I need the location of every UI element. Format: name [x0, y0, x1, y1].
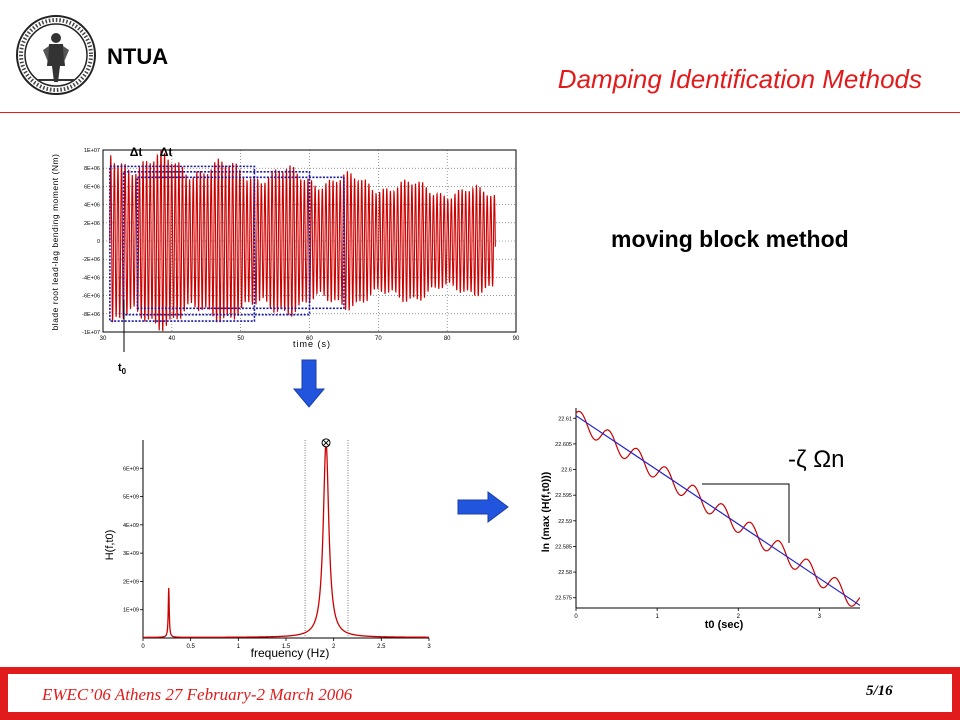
x-axis-label: t0 (sec)	[705, 619, 744, 631]
y-tick-label: 6E+06	[84, 184, 100, 190]
footer-event: EWEC’06 Athens 27 February-2 March 2006	[42, 685, 353, 704]
y-tick-label: 22.6	[561, 468, 572, 474]
y-tick-label: -1E+07	[82, 330, 100, 336]
y-tick-label: 1E+07	[84, 148, 100, 154]
y-tick-label: 22.595	[555, 493, 572, 499]
x-tick-label: 2.5	[377, 644, 386, 650]
x-tick-label: 2	[737, 614, 741, 620]
footer-panel: EWEC’06 Athens 27 February-2 March 2006 …	[8, 674, 952, 712]
org-name: NTUA	[107, 44, 169, 69]
y-tick-label: 5E+09	[123, 495, 139, 501]
page-number: 5/16	[866, 683, 893, 699]
moving-block-window	[122, 171, 311, 316]
y-tick-label: 2E+06	[84, 221, 100, 227]
y-tick-label: 3E+09	[123, 551, 139, 557]
x-tick-label: 3	[427, 644, 431, 650]
log-decrement-chart: 0 1 2 3 22.575 22.58 22.585 22.59 22.595 22.6 22.6…	[540, 408, 860, 631]
y-tick-label: 1E+09	[123, 608, 139, 614]
y-axis-label: blade root lead-lag bending moment (Nm)	[50, 154, 60, 331]
y-tick-label: 22.585	[555, 544, 572, 550]
x-tick-label: 90	[513, 336, 520, 342]
y-tick-label: -2E+06	[82, 257, 100, 263]
spectrum-line	[143, 442, 429, 638]
delta-t-label-2: Δt	[160, 145, 173, 159]
x-tick-label: 70	[375, 336, 382, 342]
slide-title: Damping Identification Methods	[557, 64, 922, 94]
y-tick-label: -6E+06	[82, 294, 100, 300]
x-tick-label: 30	[100, 336, 107, 342]
y-tick-label: 22.605	[555, 442, 572, 448]
t0-label: t0	[118, 362, 127, 376]
moving-block-window	[109, 165, 256, 322]
y-tick-label: 4E+09	[123, 523, 139, 529]
spectrum-chart: 0 0.5 1 1.5 2 2.5 3 1E+09 2E+09 3E+09 4E+09 5E+09 6E…	[104, 438, 431, 660]
delta-t-label-1: Δt	[130, 145, 143, 159]
y-axis-label: ln (max (H(f,t0)))	[540, 472, 552, 553]
y-tick-label: 4E+06	[84, 203, 100, 209]
slope-triangle	[702, 483, 790, 543]
series-line	[109, 150, 496, 332]
y-tick-label: -8E+06	[82, 312, 100, 318]
header-divider	[0, 112, 960, 113]
x-tick-label: 0	[141, 644, 145, 650]
x-tick-label: 3	[818, 614, 822, 620]
x-tick-label: 1	[237, 644, 241, 650]
x-tick-label: 2	[332, 644, 336, 650]
right-arrow-icon	[457, 491, 509, 523]
ntua-logo-icon	[16, 15, 96, 95]
y-tick-label: 22.58	[558, 570, 572, 576]
method-label: moving block method	[611, 226, 849, 252]
series-line-fit	[576, 415, 860, 606]
x-tick-label: 1.5	[282, 644, 291, 650]
footer-bar: EWEC’06 Athens 27 February-2 March 2006 …	[0, 667, 960, 720]
time-signal-chart: 30 40 50 60 70 80 90 -1E+07 -8E+06 -6E+06 -4E+06 -2…	[50, 145, 520, 376]
y-tick-label: 22.575	[555, 596, 572, 602]
x-tick-label: 50	[237, 336, 244, 342]
x-tick-label: 0.5	[186, 644, 195, 650]
x-axis-label: frequency (Hz)	[251, 646, 330, 660]
slope-annotation: -ζ Ωn	[788, 446, 845, 473]
y-axis-label: H(f,t0)	[104, 530, 116, 561]
y-tick-label: 0	[97, 239, 100, 245]
x-axis-label: time (s)	[293, 339, 331, 349]
x-tick-label: 1	[655, 614, 659, 620]
y-tick-label: 6E+09	[123, 466, 139, 472]
series-line-oscillating	[576, 410, 860, 607]
x-tick-label: 40	[168, 336, 175, 342]
moving-block-window	[136, 176, 345, 310]
peak-marker-icon	[321, 438, 331, 448]
x-tick-label: 0	[574, 614, 578, 620]
down-arrow-icon	[292, 359, 326, 408]
y-tick-label: 2E+09	[123, 579, 139, 585]
y-tick-label: 8E+06	[84, 166, 100, 172]
y-tick-label: -4E+06	[82, 275, 100, 281]
x-tick-label: 60	[306, 336, 313, 342]
plot-frame	[102, 149, 517, 333]
x-tick-label: 80	[444, 336, 451, 342]
y-tick-label: 22.61	[558, 416, 572, 422]
y-tick-label: 22.59	[558, 519, 572, 525]
